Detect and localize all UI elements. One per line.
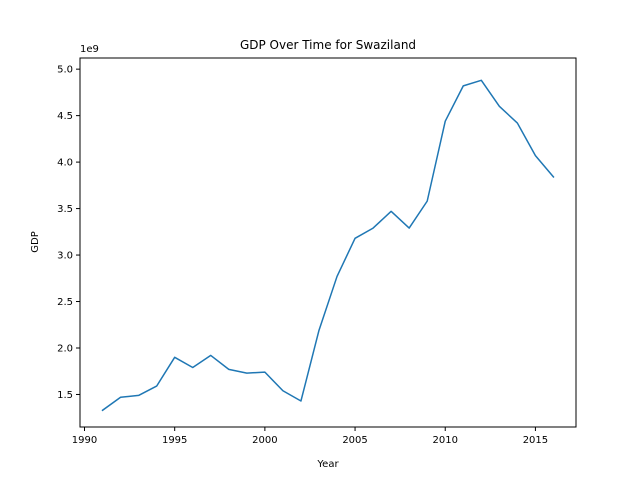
plot-area-frame	[79, 57, 577, 428]
x-tick-label: 1990	[72, 435, 97, 446]
x-tick-label: 2005	[342, 435, 367, 446]
series-line-0	[101, 79, 555, 412]
x-tick-label: 1995	[162, 435, 187, 446]
x-tick-label: 2015	[523, 435, 548, 446]
chart-title: GDP Over Time for Swaziland	[240, 38, 416, 52]
x-tick-label: 2000	[252, 435, 277, 446]
y-tick-label: 2.5	[57, 297, 73, 308]
y-tick-label: 4.0	[57, 158, 73, 169]
x-tick-label: 2010	[433, 435, 458, 446]
y-tick-label: 4.5	[57, 111, 73, 122]
y-tick-label: 3.5	[57, 204, 73, 215]
y-tick-label: 1.5	[57, 390, 73, 401]
y-axis-ticks: 1.5 2.0 2.5 3.0 3.5 4.0 4.5 5.0	[57, 65, 80, 401]
x-axis-label: Year	[316, 459, 339, 470]
y-axis-label: GDP	[30, 231, 41, 252]
series-layer	[101, 79, 555, 412]
y-tick-label: 3.0	[57, 251, 73, 262]
y-tick-label: 2.0	[57, 343, 73, 354]
y-offset-label: 1e9	[80, 44, 99, 55]
x-axis-ticks: 1990 1995 2000 2005 2010 2015	[72, 427, 548, 446]
y-tick-label: 5.0	[57, 65, 73, 76]
